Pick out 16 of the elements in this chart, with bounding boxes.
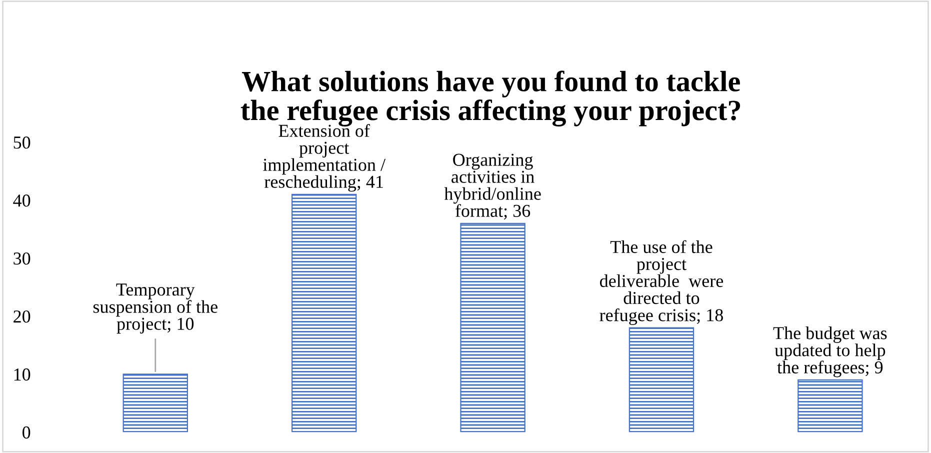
data-label: The use of the project deliverable were directed to refugee crisis; 18 [600,240,724,326]
bar [291,194,357,432]
data-label: The budget was updated to help the refugees; 9 [773,326,887,378]
bar [460,222,526,432]
data-label: Temporary suspension of the project; 10 [93,284,218,334]
y-tick-label: 10 [14,368,30,381]
y-tick-label: 40 [13,194,30,207]
y-tick-label: 20 [14,310,30,323]
y-tick-label: 50 [14,136,30,149]
bar [122,374,188,432]
bar [798,379,863,432]
data-label: Organizing activities in hybrid/online format; 36 [444,154,541,220]
y-tick-label: 30 [14,252,30,265]
data-label: Extension of project implementation / rescheduling; 41 [263,124,386,192]
y-tick-label: 0 [22,426,30,439]
bar [628,327,694,432]
